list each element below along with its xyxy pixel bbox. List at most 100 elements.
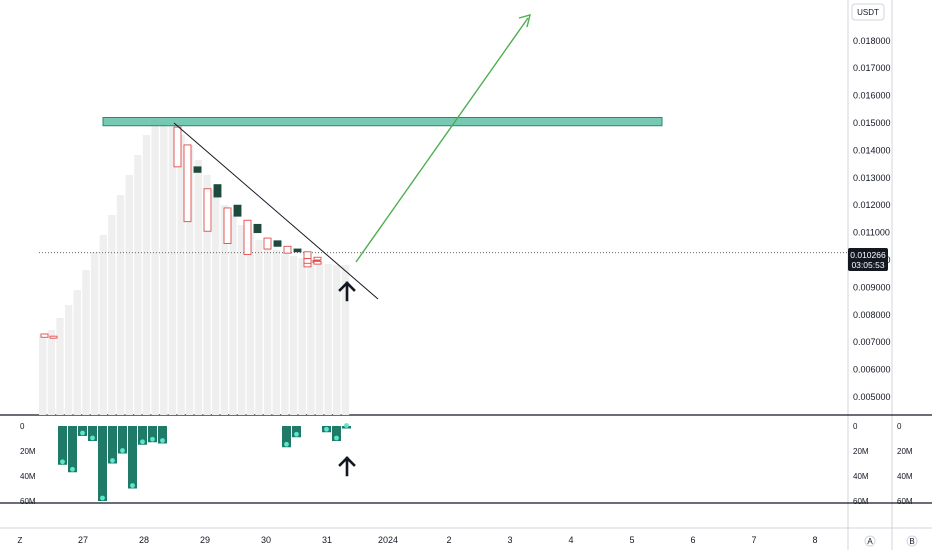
- background-bar: [108, 215, 116, 415]
- candle: [223, 207, 232, 245]
- currency-box[interactable]: [851, 3, 885, 21]
- volume-bar: [332, 426, 341, 441]
- candle: [313, 256, 322, 261]
- volume-bar: [128, 426, 137, 489]
- log-scale-label: B: [909, 537, 914, 546]
- candle: [303, 258, 312, 264]
- background-bar: [99, 235, 107, 415]
- price-tick-label: 0.009000: [853, 282, 891, 292]
- background-bar: [255, 240, 263, 415]
- auto-scale-label: A: [867, 537, 873, 546]
- background-bar: [298, 258, 306, 415]
- price-tick-label: 0.018000: [853, 36, 891, 46]
- projection-arrowhead: [518, 14, 531, 28]
- price-tick-label: 0.013000: [853, 173, 891, 183]
- volume-bar: [58, 426, 67, 465]
- candle: [263, 237, 272, 250]
- volume-marker: [100, 495, 105, 501]
- background-bar: [307, 260, 315, 415]
- current-price-badge: [848, 248, 888, 271]
- background-bar: [116, 195, 125, 415]
- price-tick-label: 0.017000: [853, 63, 891, 73]
- candle: [233, 204, 242, 217]
- volume-marker: [150, 436, 155, 442]
- trendline: [173, 122, 379, 300]
- volume-bar: [108, 426, 117, 464]
- volume-bar: [98, 426, 107, 501]
- background-bar: [263, 245, 272, 415]
- background-bar: [134, 155, 142, 415]
- candle: [193, 166, 202, 173]
- volume-tick-far-right: 60M: [897, 497, 913, 506]
- background-bar: [168, 125, 177, 415]
- auto-scale-button[interactable]: [864, 535, 876, 547]
- drawings-layer: [173, 14, 531, 477]
- candle: [173, 126, 182, 168]
- background-bar: [160, 122, 168, 415]
- volume-tick-left: 20M: [20, 447, 36, 456]
- price-tick-label: 0.014000: [853, 145, 891, 155]
- price-tick-label: 0.005000: [853, 392, 891, 402]
- background-bar: [246, 233, 254, 415]
- volume-axis: 0 0 0 20M 20M 20M 40M 40M 40M 60M 60M 60M: [20, 422, 913, 506]
- time-tick-label: 29: [200, 535, 210, 545]
- volume-marker: [294, 431, 299, 437]
- timezone-corner-label[interactable]: Z: [18, 536, 23, 545]
- background-bar: [151, 120, 159, 415]
- current-price-value: 0.010266: [850, 250, 886, 260]
- time-tick-label: 8: [812, 535, 817, 545]
- background-bar: [324, 264, 332, 415]
- price-tick-label: 0.006000: [853, 365, 891, 375]
- background-bar: [142, 135, 151, 415]
- projection-arrow: [355, 17, 529, 263]
- volume-marker: [344, 423, 349, 428]
- time-tick-label: 27: [78, 535, 88, 545]
- volume-marker: [284, 441, 289, 447]
- background-bar: [177, 135, 185, 415]
- volume-bar: [138, 426, 147, 445]
- volume-marker: [160, 438, 165, 443]
- up-arrow-volume-icon: [338, 456, 356, 477]
- volume-marker: [60, 459, 65, 465]
- volume-tick-right: 40M: [853, 472, 869, 481]
- volume-bar: [148, 426, 157, 443]
- volume-marker: [324, 426, 329, 432]
- volume-tick-right: 60M: [853, 497, 869, 506]
- background-bar: [281, 253, 289, 415]
- volume-bar: [68, 426, 77, 473]
- background-bar: [39, 335, 47, 415]
- candle: [253, 223, 262, 234]
- volume-marker: [80, 430, 85, 436]
- volume-tick-far-right: 40M: [897, 472, 913, 481]
- background-bar: [272, 250, 280, 415]
- time-axis: 27 28 29 30 31 2024 2 3 4 5 6 7 8: [78, 535, 818, 545]
- volume-layer: [58, 423, 351, 501]
- volume-tick-left: 60M: [20, 497, 36, 506]
- background-bar: [186, 145, 194, 415]
- volume-tick-left: 40M: [20, 472, 36, 481]
- time-tick-label: 7: [751, 535, 756, 545]
- background-bar: [341, 265, 350, 415]
- background-bar: [333, 265, 341, 415]
- background-bar: [237, 225, 246, 415]
- candle: [293, 248, 302, 253]
- up-arrow-price-icon: [338, 281, 356, 302]
- log-scale-button[interactable]: [906, 535, 918, 547]
- time-tick-label: 2024: [378, 535, 398, 545]
- time-tick-label: 4: [568, 535, 573, 545]
- background-bar: [56, 318, 64, 415]
- background-bar: [82, 270, 90, 415]
- volume-bar: [282, 426, 291, 448]
- volume-marker: [334, 435, 339, 441]
- time-tick-label: 28: [139, 535, 149, 545]
- time-tick-label: 6: [690, 535, 695, 545]
- volume-tick-right: 20M: [853, 447, 869, 456]
- background-histogram: [39, 120, 350, 415]
- price-tick-label: 0.007000: [853, 337, 891, 347]
- candles-layer: [40, 126, 322, 339]
- time-tick-label: 2: [446, 535, 451, 545]
- candle: [40, 333, 49, 338]
- current-price-countdown: 03:05:53: [851, 260, 884, 270]
- candle: [273, 240, 282, 247]
